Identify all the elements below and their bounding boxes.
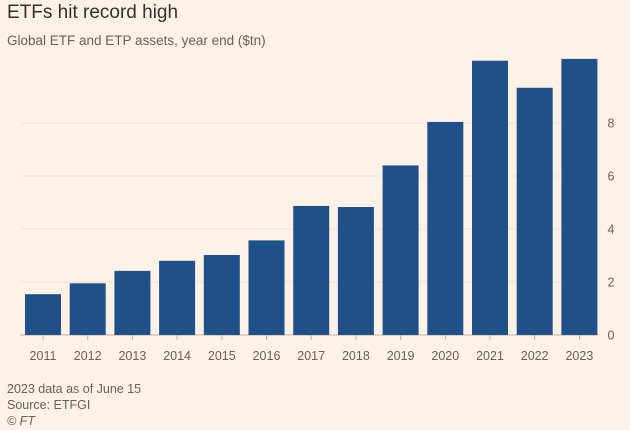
x-tick-label: 2022 xyxy=(521,349,549,363)
x-tick-label: 2020 xyxy=(431,349,459,363)
bar-2022 xyxy=(516,87,553,335)
bar-2017 xyxy=(293,205,330,335)
bar-2018 xyxy=(337,207,374,335)
bar-2012 xyxy=(69,283,106,335)
x-tick-label: 2015 xyxy=(208,349,236,363)
bar-2014 xyxy=(159,260,196,335)
bar-2015 xyxy=(203,254,240,335)
x-tick-label: 2019 xyxy=(387,349,415,363)
copyright-label: © FT xyxy=(7,414,35,428)
x-tick-label: 2018 xyxy=(342,349,370,363)
bar-2016 xyxy=(248,240,285,335)
x-tick-label: 2023 xyxy=(565,349,593,363)
bar-2011 xyxy=(25,294,61,335)
bar-2019 xyxy=(382,165,419,335)
x-tick-label: 2014 xyxy=(163,349,191,363)
footnote: 2023 data as of June 15 xyxy=(7,382,142,396)
bar-2021 xyxy=(472,60,508,335)
x-tick-label: 2016 xyxy=(253,349,281,363)
chart-subtitle: Global ETF and ETP assets, year end ($tn… xyxy=(7,33,266,48)
bar-2023 xyxy=(561,58,598,336)
x-tick-label: 2021 xyxy=(476,349,504,363)
y-tick-label: 8 xyxy=(608,117,615,131)
y-tick-label: 2 xyxy=(608,276,615,290)
bar-2013 xyxy=(114,270,151,335)
x-tick-label: 2012 xyxy=(74,349,102,363)
bar-2020 xyxy=(427,121,464,335)
y-tick-label: 0 xyxy=(608,329,615,343)
source-label: Source: ETFGI xyxy=(7,398,91,412)
x-tick-label: 2017 xyxy=(297,349,325,363)
x-tick-label: 2013 xyxy=(118,349,146,363)
x-tick-label: 2011 xyxy=(30,349,57,363)
y-tick-label: 6 xyxy=(608,170,615,184)
y-tick-label: 4 xyxy=(608,223,615,237)
chart-title: ETFs hit record high xyxy=(7,2,179,23)
